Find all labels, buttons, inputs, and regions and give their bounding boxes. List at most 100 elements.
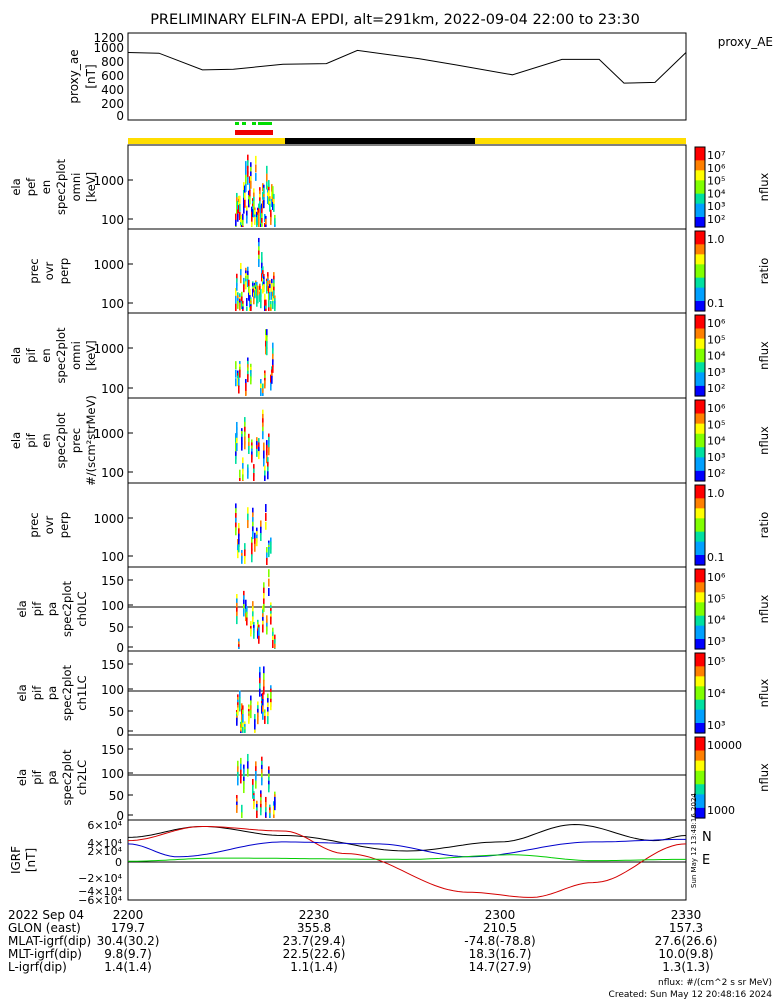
- spectrogram-cell: [257, 295, 259, 304]
- spectrogram-cell: [264, 470, 266, 479]
- spectrogram-cell: [254, 719, 256, 728]
- colorbar-cell: [695, 416, 705, 421]
- colorbar-cell: [695, 328, 705, 333]
- colorbar-cell: [695, 477, 705, 482]
- spectrogram-cell: [253, 192, 255, 201]
- y-axis-label: prec: [27, 512, 41, 537]
- spectrogram-cell: [272, 635, 274, 644]
- spectrogram-cell: [236, 205, 238, 214]
- y-axis-label: pef: [24, 177, 38, 196]
- spectrogram-cell: [263, 593, 265, 602]
- x-axis-row-value: 1.4(1.4): [104, 960, 152, 974]
- colorbar-cell: [695, 737, 705, 741]
- panel-frame: [127, 734, 687, 821]
- spectrogram-cell: [266, 626, 268, 635]
- spectrogram-cell: [255, 780, 257, 789]
- spectrogram-cell: [274, 639, 276, 648]
- spectrogram-cell: [237, 777, 239, 786]
- y-axis-label: omni: [69, 173, 83, 202]
- spectrogram-cell: [239, 212, 241, 221]
- colorbar-cell: [695, 774, 705, 779]
- colorbar-cell: [695, 525, 705, 529]
- spectrogram-cell: [244, 417, 246, 426]
- spectrogram-cell: [246, 215, 248, 224]
- colorbar-cell: [695, 372, 705, 377]
- spectrogram-cell: [243, 772, 245, 781]
- spectrogram-cell: [260, 532, 262, 541]
- spectrogram-cell: [250, 176, 252, 185]
- science-dot: [242, 122, 246, 125]
- y-axis-label: spec2plot: [60, 749, 74, 806]
- spectrogram-cell: [236, 717, 238, 726]
- colorbar-cell: [695, 389, 705, 394]
- colorbar-cell: [695, 595, 705, 600]
- spectrogram-cell: [255, 155, 257, 164]
- spectrogram-cell: [251, 216, 253, 225]
- colorbar-cell: [695, 653, 705, 657]
- colorbar-frame: [694, 314, 706, 397]
- colorbar-cell: [695, 318, 705, 323]
- spectrogram-cell: [264, 214, 266, 223]
- spectrogram-cell: [265, 334, 267, 343]
- spectrogram-cell: [258, 237, 260, 246]
- colorbar-cell: [695, 200, 705, 205]
- spectrogram-cell: [237, 544, 239, 553]
- spectrogram-cell: [250, 700, 252, 709]
- spectrogram-cell: [260, 520, 262, 529]
- colorbar-cell: [695, 488, 705, 493]
- spectrogram-cell: [266, 450, 268, 459]
- y-axis-label: pa: [45, 770, 59, 784]
- colorbar-cell: [695, 535, 705, 539]
- spectrogram-cell: [252, 288, 254, 297]
- spectrogram-cell: [252, 531, 254, 540]
- spectrogram-cell: [235, 213, 237, 222]
- colorbar-cell: [695, 251, 705, 255]
- spectrogram-cell: [261, 756, 263, 765]
- spectrogram-cell: [258, 438, 260, 447]
- footer-created: Created: Sun May 12 20:48:16 2024: [609, 990, 773, 1000]
- colorbar-cell: [695, 719, 705, 724]
- spectrogram-cell: [257, 630, 259, 639]
- spectrogram-cell: [261, 257, 263, 266]
- colorbar-cell: [695, 760, 705, 765]
- colorbar-cell: [695, 437, 705, 442]
- spectrogram-cell: [253, 473, 255, 481]
- spectrogram-cell: [251, 454, 253, 463]
- spectrogram-cell: [264, 305, 266, 311]
- spectrogram-cell: [266, 341, 268, 350]
- colorbar-cell: [695, 518, 705, 523]
- colorbar-tick-label: 10³: [707, 200, 725, 213]
- colorbar-cell: [695, 403, 705, 408]
- spectrogram-cell: [237, 378, 239, 387]
- colorbar-cell: [695, 740, 705, 745]
- colorbar-tick-label: 10⁵: [707, 592, 725, 605]
- spectrogram-cell: [272, 201, 274, 210]
- colorbar-frame: [694, 230, 706, 312]
- colorbar-cell: [695, 555, 705, 559]
- colorbar-cell: [695, 770, 705, 775]
- spectrogram-cell: [248, 445, 250, 454]
- spectrogram-cell: [235, 503, 237, 512]
- colorbar-cell: [695, 699, 705, 704]
- colorbar-unit-label: ratio: [757, 258, 771, 285]
- spectrogram-cell: [258, 246, 260, 255]
- spectrogram-cell: [250, 705, 252, 714]
- colorbar-cell: [695, 743, 705, 748]
- spectrogram-cell: [260, 526, 262, 535]
- spectrogram-cell: [248, 292, 250, 301]
- spectrogram-cell: [252, 606, 254, 615]
- colorbar-cell: [695, 460, 705, 465]
- spectrogram-cell: [262, 383, 264, 392]
- y-tick-label: 0: [116, 109, 124, 123]
- spectrogram-cell: [245, 599, 247, 608]
- spectrogram-cell: [241, 301, 243, 310]
- spectrogram-cell: [238, 522, 240, 531]
- spectrogram-cell: [250, 162, 252, 171]
- spectrogram-cell: [253, 205, 255, 214]
- spectrogram-cell: [251, 548, 253, 557]
- colorbar-cell: [695, 609, 705, 613]
- colorbar-tick-label: 10⁶: [707, 317, 726, 330]
- spectrogram-cell: [241, 442, 243, 451]
- spectrogram-cell: [247, 154, 249, 163]
- colorbar-cell: [695, 150, 705, 155]
